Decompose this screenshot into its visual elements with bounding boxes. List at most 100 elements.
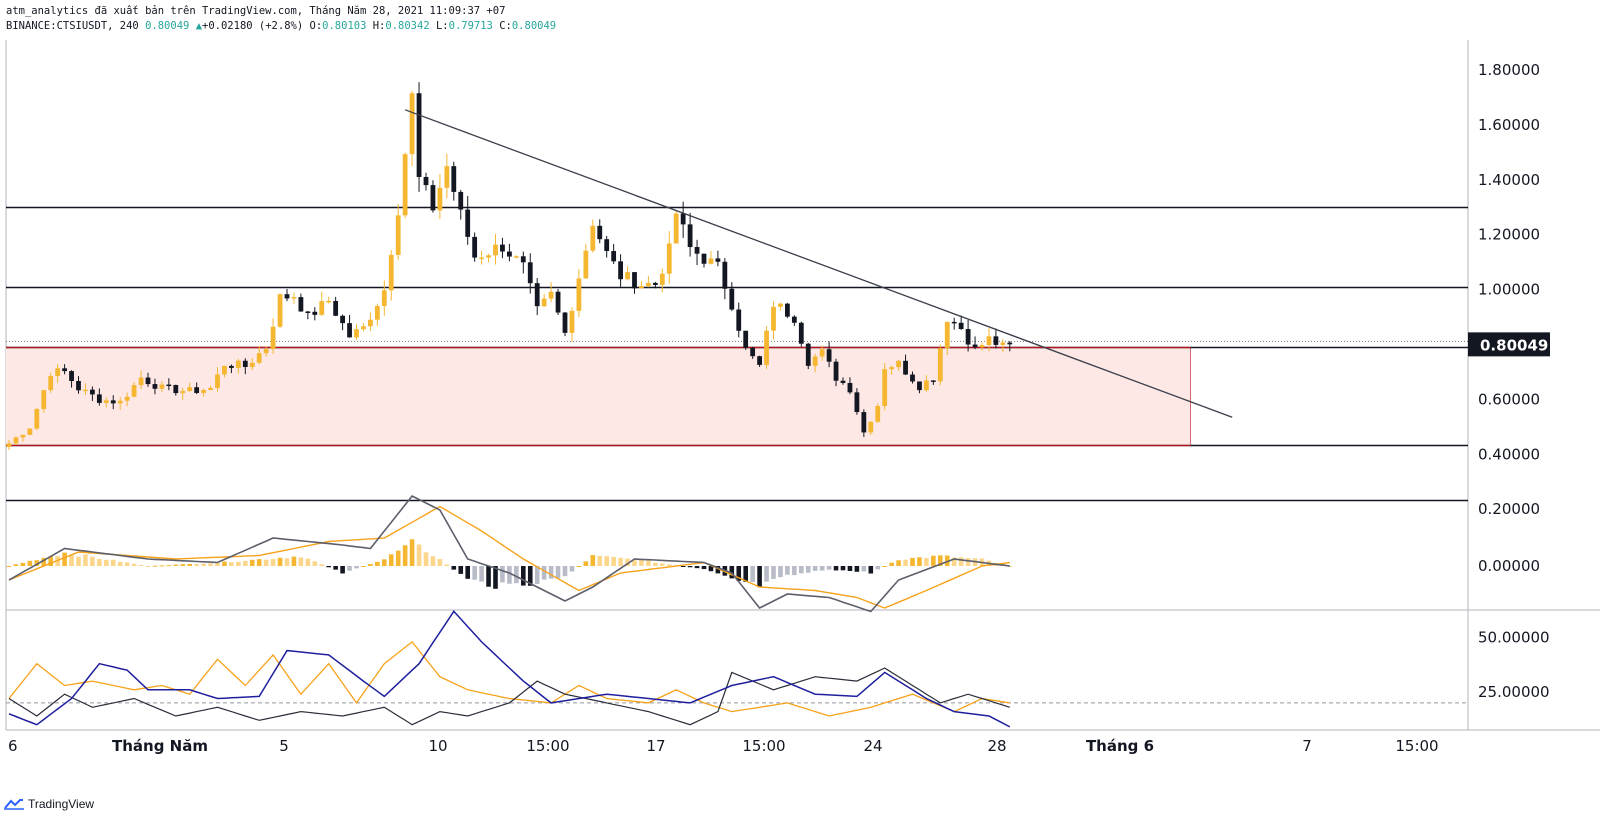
time-tick-label: 15:00	[1395, 737, 1438, 755]
change-value: +0.02180 (+2.8%)	[202, 20, 304, 32]
candle-body	[847, 382, 853, 393]
macd-histogram-bar	[187, 563, 192, 566]
candle-body	[979, 345, 985, 348]
candle-body	[48, 375, 54, 391]
macd-histogram-bar	[166, 565, 172, 567]
time-tick-label: 17	[646, 737, 665, 755]
time-tick-label: Tháng Năm	[112, 737, 208, 755]
candle-body	[534, 283, 540, 307]
candle-body	[652, 282, 658, 285]
macd-histogram-bar	[437, 558, 443, 566]
low-value: 0.79713	[448, 20, 500, 32]
macd-histogram-bar	[402, 545, 408, 566]
macd-histogram-bar	[291, 556, 297, 566]
candle-body	[263, 349, 269, 354]
macd-histogram-bar	[13, 564, 19, 566]
last-price-tag-label: 0.80049	[1480, 336, 1548, 354]
candle-body	[930, 380, 936, 382]
macd-histogram-bar	[145, 566, 151, 567]
candle-body	[229, 365, 234, 368]
macd-histogram-bar	[910, 557, 915, 566]
candle-body	[903, 360, 908, 375]
time-tick-label: 15:00	[742, 737, 785, 755]
macd-histogram-bar	[583, 561, 589, 566]
macd-histogram-bar	[409, 539, 415, 566]
candle-body	[736, 309, 742, 331]
candle-body	[673, 213, 679, 244]
time-tick-label: 5	[279, 737, 289, 755]
candle-body	[590, 225, 596, 251]
macd-histogram-bar	[618, 557, 623, 566]
macd-histogram-bar	[41, 557, 47, 566]
macd-histogram-bar	[222, 561, 227, 566]
macd-histogram-bar	[284, 558, 290, 566]
candle-body	[27, 428, 33, 435]
macd-histogram-bar	[799, 566, 804, 574]
candle-body	[805, 343, 811, 366]
candle-body	[374, 306, 380, 320]
time-tick-label: 15:00	[526, 737, 569, 755]
macd-histogram-bar	[951, 557, 957, 566]
candle-body	[826, 349, 832, 362]
candle-body	[117, 400, 123, 404]
macd-histogram-bar	[715, 566, 721, 574]
macd-histogram-bar	[173, 564, 179, 566]
macd-histogram-bar	[97, 558, 102, 566]
candle-body	[764, 330, 769, 365]
candle-body	[90, 389, 95, 395]
candle-body	[166, 384, 172, 387]
macd-histogram-bar	[646, 560, 651, 566]
candle-body	[368, 319, 373, 327]
candle-body	[347, 323, 352, 338]
tradingview-brand[interactable]: TradingView	[4, 797, 94, 811]
candle-body	[249, 362, 255, 367]
candle-body	[798, 322, 804, 344]
candle-body	[666, 243, 672, 274]
candle-body	[861, 412, 867, 433]
candle-body	[305, 311, 311, 313]
candle-body	[277, 294, 283, 327]
macd-histogram-bar	[1007, 566, 1013, 567]
macd-histogram-bar	[868, 566, 874, 574]
macd-histogram-bar	[117, 561, 123, 566]
macd-histogram-bar	[639, 559, 644, 566]
symbol-label[interactable]: BINANCE:CTSIUSDT, 240	[6, 20, 139, 32]
macd-histogram-bar	[833, 566, 839, 571]
candle-body	[55, 368, 61, 376]
price-tick-label: 1.80000	[1478, 61, 1540, 79]
candle-body	[340, 315, 345, 324]
macd-histogram-bar	[382, 559, 387, 566]
macd-histogram-bar	[576, 566, 582, 567]
candle-body	[256, 353, 262, 363]
candle-body	[854, 392, 860, 413]
macd-histogram-bar	[604, 556, 609, 566]
support-zone	[6, 347, 1191, 445]
candle-body	[889, 367, 895, 370]
macd-histogram-bar	[625, 558, 630, 566]
candle-body	[583, 250, 589, 279]
macd-histogram-bar	[416, 544, 422, 566]
candle-body	[215, 374, 220, 388]
macd-histogram-bar	[6, 566, 12, 567]
macd-histogram-bar	[208, 563, 213, 566]
candle-body	[222, 365, 227, 375]
candle-body	[423, 176, 429, 186]
candle-body	[76, 381, 81, 391]
candle-body	[701, 253, 707, 264]
candle-body	[986, 336, 992, 346]
candle-body	[242, 360, 248, 367]
macd-histogram-bar	[548, 566, 554, 579]
macd-histogram-bar	[479, 566, 484, 582]
macd-histogram-bar	[215, 562, 220, 566]
candle-body	[124, 396, 130, 401]
candle-body	[62, 368, 67, 372]
candle-body	[944, 321, 950, 349]
candle-body	[639, 286, 644, 289]
macd-histogram-bar	[138, 564, 144, 566]
candle-body	[201, 390, 206, 393]
macd-histogram-bar	[368, 564, 373, 566]
macd-histogram	[6, 539, 1013, 589]
candle-body	[875, 406, 881, 422]
macd-histogram-bar	[180, 564, 186, 566]
